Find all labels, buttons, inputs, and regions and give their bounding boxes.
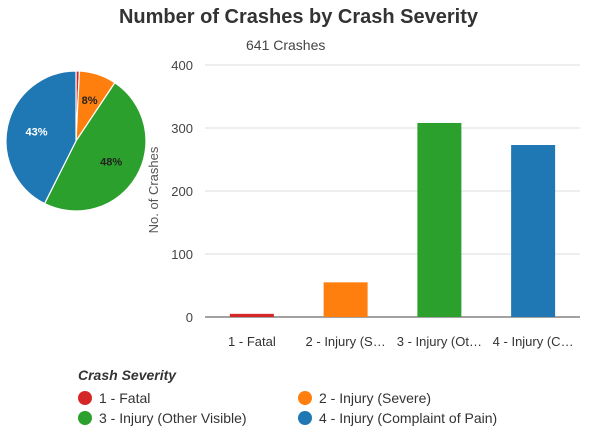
x-tick-label: 2 - Injury (S… bbox=[306, 334, 386, 349]
x-tick-label: 3 - Injury (Ot… bbox=[397, 334, 482, 349]
pie-slice-label: 8% bbox=[82, 95, 98, 107]
legend-title: Crash Severity bbox=[78, 367, 177, 383]
bar bbox=[323, 282, 368, 317]
y-tick-label: 0 bbox=[186, 310, 193, 325]
legend-label: 3 - Injury (Other Visible) bbox=[99, 410, 247, 426]
y-tick-label: 300 bbox=[171, 121, 193, 136]
pie-chart: 8% 48% 43% bbox=[5, 70, 147, 212]
legend-item-fatal[interactable]: 1 - Fatal bbox=[78, 390, 150, 406]
legend-item-severe[interactable]: 2 - Injury (Severe) bbox=[298, 390, 431, 406]
y-axis-label: No. of Crashes bbox=[146, 146, 161, 233]
pie-slice bbox=[43, 81, 147, 212]
legend-dot-complaint-of-pain bbox=[298, 411, 312, 425]
x-tick-label: 1 - Fatal bbox=[228, 334, 276, 349]
bar bbox=[229, 313, 274, 317]
y-tick-label: 100 bbox=[171, 247, 193, 262]
legend-dot-severe bbox=[298, 391, 312, 405]
legend-item-complaint-of-pain[interactable]: 4 - Injury (Complaint of Pain) bbox=[298, 410, 497, 426]
legend-item-other-visible[interactable]: 3 - Injury (Other Visible) bbox=[78, 410, 247, 426]
y-tick-label: 400 bbox=[171, 58, 193, 73]
chart-subtitle: 641 Crashes bbox=[246, 37, 326, 53]
pie-slice-label: 48% bbox=[100, 156, 122, 168]
bar bbox=[417, 122, 462, 318]
pie-slice-label: 43% bbox=[25, 127, 47, 139]
bar bbox=[511, 145, 556, 317]
pie-slice bbox=[5, 70, 77, 205]
x-tick-label: 4 - Injury (C… bbox=[493, 334, 574, 349]
y-tick-label: 200 bbox=[171, 184, 193, 199]
legend-label: 1 - Fatal bbox=[99, 390, 151, 406]
chart-title: Number of Crashes by Crash Severity bbox=[118, 6, 479, 28]
legend-label: 2 - Injury (Severe) bbox=[319, 390, 432, 406]
legend-dot-other-visible bbox=[78, 411, 92, 425]
legend-label: 4 - Injury (Complaint of Pain) bbox=[319, 410, 498, 426]
legend-dot-fatal bbox=[78, 391, 92, 405]
bar-chart: No. of Crashes 0 100 200 300 400 1 - Fatal 2 -… bbox=[146, 58, 580, 349]
